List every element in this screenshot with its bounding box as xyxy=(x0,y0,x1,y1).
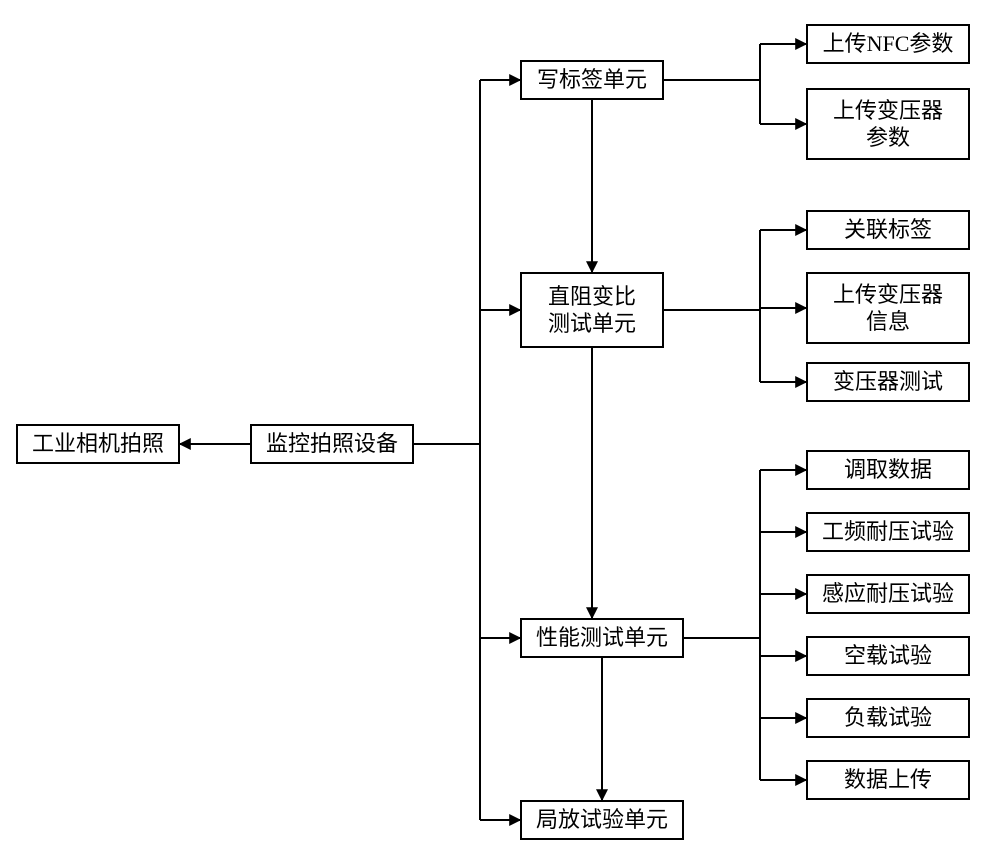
node-label: 空载试验 xyxy=(844,642,932,670)
node-label: 工业相机拍照 xyxy=(32,430,164,458)
node-write-tag: 写标签单元 xyxy=(520,60,664,100)
node-label: 负载试验 xyxy=(844,704,932,732)
node-label: 调取数据 xyxy=(844,456,932,484)
node-label: 上传变压器参数 xyxy=(833,97,943,152)
node-upload-xfmr-i: 上传变压器信息 xyxy=(806,272,970,344)
node-label: 变压器测试 xyxy=(833,368,943,396)
node-load-test: 负载试验 xyxy=(806,698,970,738)
node-camera: 工业相机拍照 xyxy=(16,424,180,464)
node-upload-xfmr-p: 上传变压器参数 xyxy=(806,88,970,160)
node-pf-withstand: 工频耐压试验 xyxy=(806,512,970,552)
node-label: 性能测试单元 xyxy=(536,624,668,652)
node-ind-withstand: 感应耐压试验 xyxy=(806,574,970,614)
diagram-canvas: 工业相机拍照 监控拍照设备 写标签单元 直阻变比测试单元 性能测试单元 局放试验… xyxy=(0,0,1000,867)
node-label: 工频耐压试验 xyxy=(822,518,954,546)
node-label: 上传NFC参数 xyxy=(823,30,954,58)
node-label: 直阻变比测试单元 xyxy=(548,283,636,338)
node-label: 关联标签 xyxy=(844,216,932,244)
node-upload-nfc: 上传NFC参数 xyxy=(806,24,970,64)
node-xfmr-test: 变压器测试 xyxy=(806,362,970,402)
node-label: 感应耐压试验 xyxy=(822,580,954,608)
node-no-load: 空载试验 xyxy=(806,636,970,676)
node-label: 数据上传 xyxy=(844,766,932,794)
node-label: 局放试验单元 xyxy=(536,806,668,834)
node-monitor: 监控拍照设备 xyxy=(250,424,414,464)
node-data-upload: 数据上传 xyxy=(806,760,970,800)
node-link-tag: 关联标签 xyxy=(806,210,970,250)
node-label: 监控拍照设备 xyxy=(266,430,398,458)
node-pd: 局放试验单元 xyxy=(520,800,684,840)
node-dc-ratio: 直阻变比测试单元 xyxy=(520,272,664,348)
node-perf: 性能测试单元 xyxy=(520,618,684,658)
node-label: 上传变压器信息 xyxy=(833,281,943,336)
node-label: 写标签单元 xyxy=(537,66,647,94)
node-get-data: 调取数据 xyxy=(806,450,970,490)
